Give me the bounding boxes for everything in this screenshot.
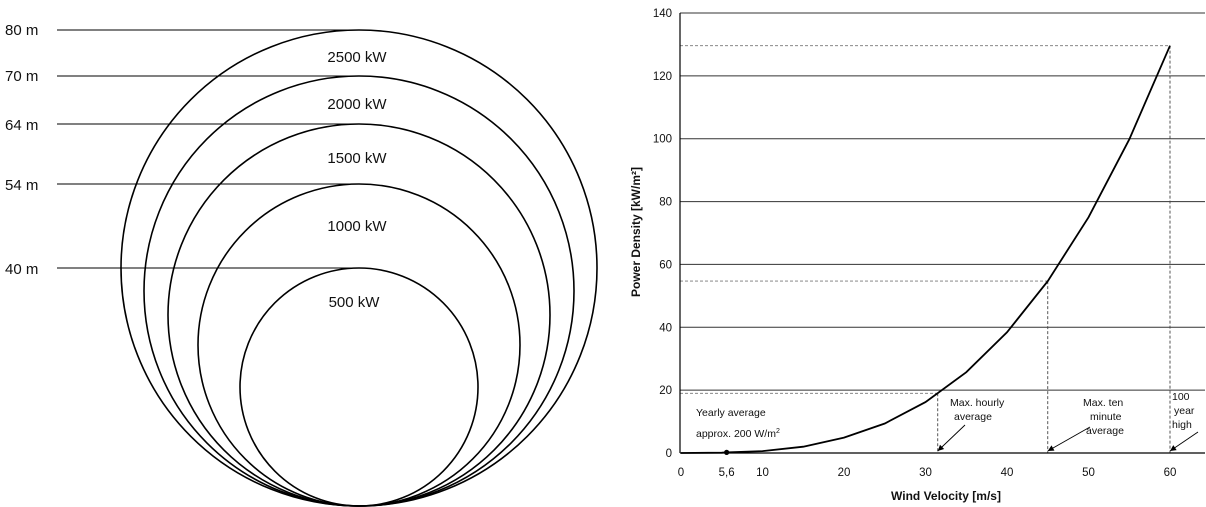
annotation-tenmin-line3: average: [1086, 425, 1124, 437]
y-axis-title: Power Density [kW/m²]: [629, 167, 643, 297]
annotation-100yr-line3: high: [1172, 419, 1192, 431]
x-axis-title: Wind Velocity [m/s]: [891, 489, 1001, 503]
x-tick-label-20: 20: [838, 467, 851, 479]
grid-lines: [680, 12, 1205, 391]
y-tick-label-0: 0: [666, 448, 672, 460]
annotation-yearly-text: approx. 200 W/m: [696, 428, 776, 440]
annotation-tenmin-line2: minute: [1090, 411, 1122, 423]
rotor-size-diagram: 80 m 70 m 64 m 54 m 40 m 2500 kW 2000 kW…: [5, 22, 598, 507]
x-tick-label-50: 50: [1082, 467, 1095, 479]
power-label-1000kw: 1000 kW: [327, 218, 387, 235]
annotation-100yr-line1: 100: [1172, 391, 1190, 403]
diameter-leader-lines: [57, 29, 359, 269]
x-tick-label-40: 40: [1001, 467, 1014, 479]
y-tick-label-40: 40: [659, 322, 672, 334]
annotation-yearly-line2: approx. 200 W/m2: [696, 428, 780, 440]
diameter-label-40m: 40 m: [5, 261, 38, 278]
annotation-100yr-line2: year: [1174, 405, 1195, 417]
diameter-label-64m: 64 m: [5, 117, 38, 134]
x-tick-label-extra: 5,6: [719, 467, 735, 479]
annotation-hourly-line2: average: [954, 411, 992, 423]
annotation-yearly-sup: 2: [776, 428, 780, 435]
x-tick-label-60: 60: [1164, 467, 1177, 479]
reference-lines: [680, 45, 1171, 453]
annotation-yearly-line1: Yearly average: [696, 407, 766, 419]
diameter-label-80m: 80 m: [5, 22, 38, 39]
y-tick-label-60: 60: [659, 259, 672, 271]
annotation-arrow-head-0: [937, 444, 945, 451]
annotation-arrows: [937, 424, 1199, 452]
annotation-arrow-head-2: [1170, 445, 1177, 451]
x-tick-label-10: 10: [756, 467, 769, 479]
power-label-2500kw: 2500 kW: [327, 49, 387, 66]
y-tick-label-100: 100: [653, 134, 672, 146]
tick-labels: 0 20 40 60 80 100 120 140 0 10 20 30 40 50 60 5,6: [653, 8, 1177, 479]
yearly-average-marker: [724, 449, 730, 455]
power-density-chart: 0 20 40 60 80 100 120 140 0 10 20 30 40 50 60 5,6 Wind …: [629, 8, 1205, 503]
series-line-power-density: [680, 45, 1171, 454]
annotation-hourly-line1: Max. hourly: [950, 397, 1005, 409]
x-tick-label-0: 0: [678, 467, 684, 479]
y-tick-label-120: 120: [653, 71, 672, 83]
rotor-circle-70m: [143, 75, 575, 507]
annotation-tenmin-line1: Max. ten: [1083, 397, 1123, 409]
y-tick-label-20: 20: [659, 385, 672, 397]
power-label-2000kw: 2000 kW: [327, 96, 387, 113]
power-label-500kw: 500 kW: [329, 294, 381, 311]
annotation-arrow-line-1: [1047, 426, 1091, 452]
annotation-arrow-head-1: [1047, 445, 1055, 451]
diameter-label-54m: 54 m: [5, 177, 38, 194]
y-tick-label-80: 80: [659, 197, 672, 209]
y-tick-label-140: 140: [653, 8, 672, 20]
diameter-label-70m: 70 m: [5, 68, 38, 85]
rotor-circle-64m: [167, 123, 551, 507]
annotation-arrow-line-0: [937, 424, 966, 452]
power-label-1500kw: 1500 kW: [327, 150, 387, 167]
x-tick-label-30: 30: [919, 467, 932, 479]
